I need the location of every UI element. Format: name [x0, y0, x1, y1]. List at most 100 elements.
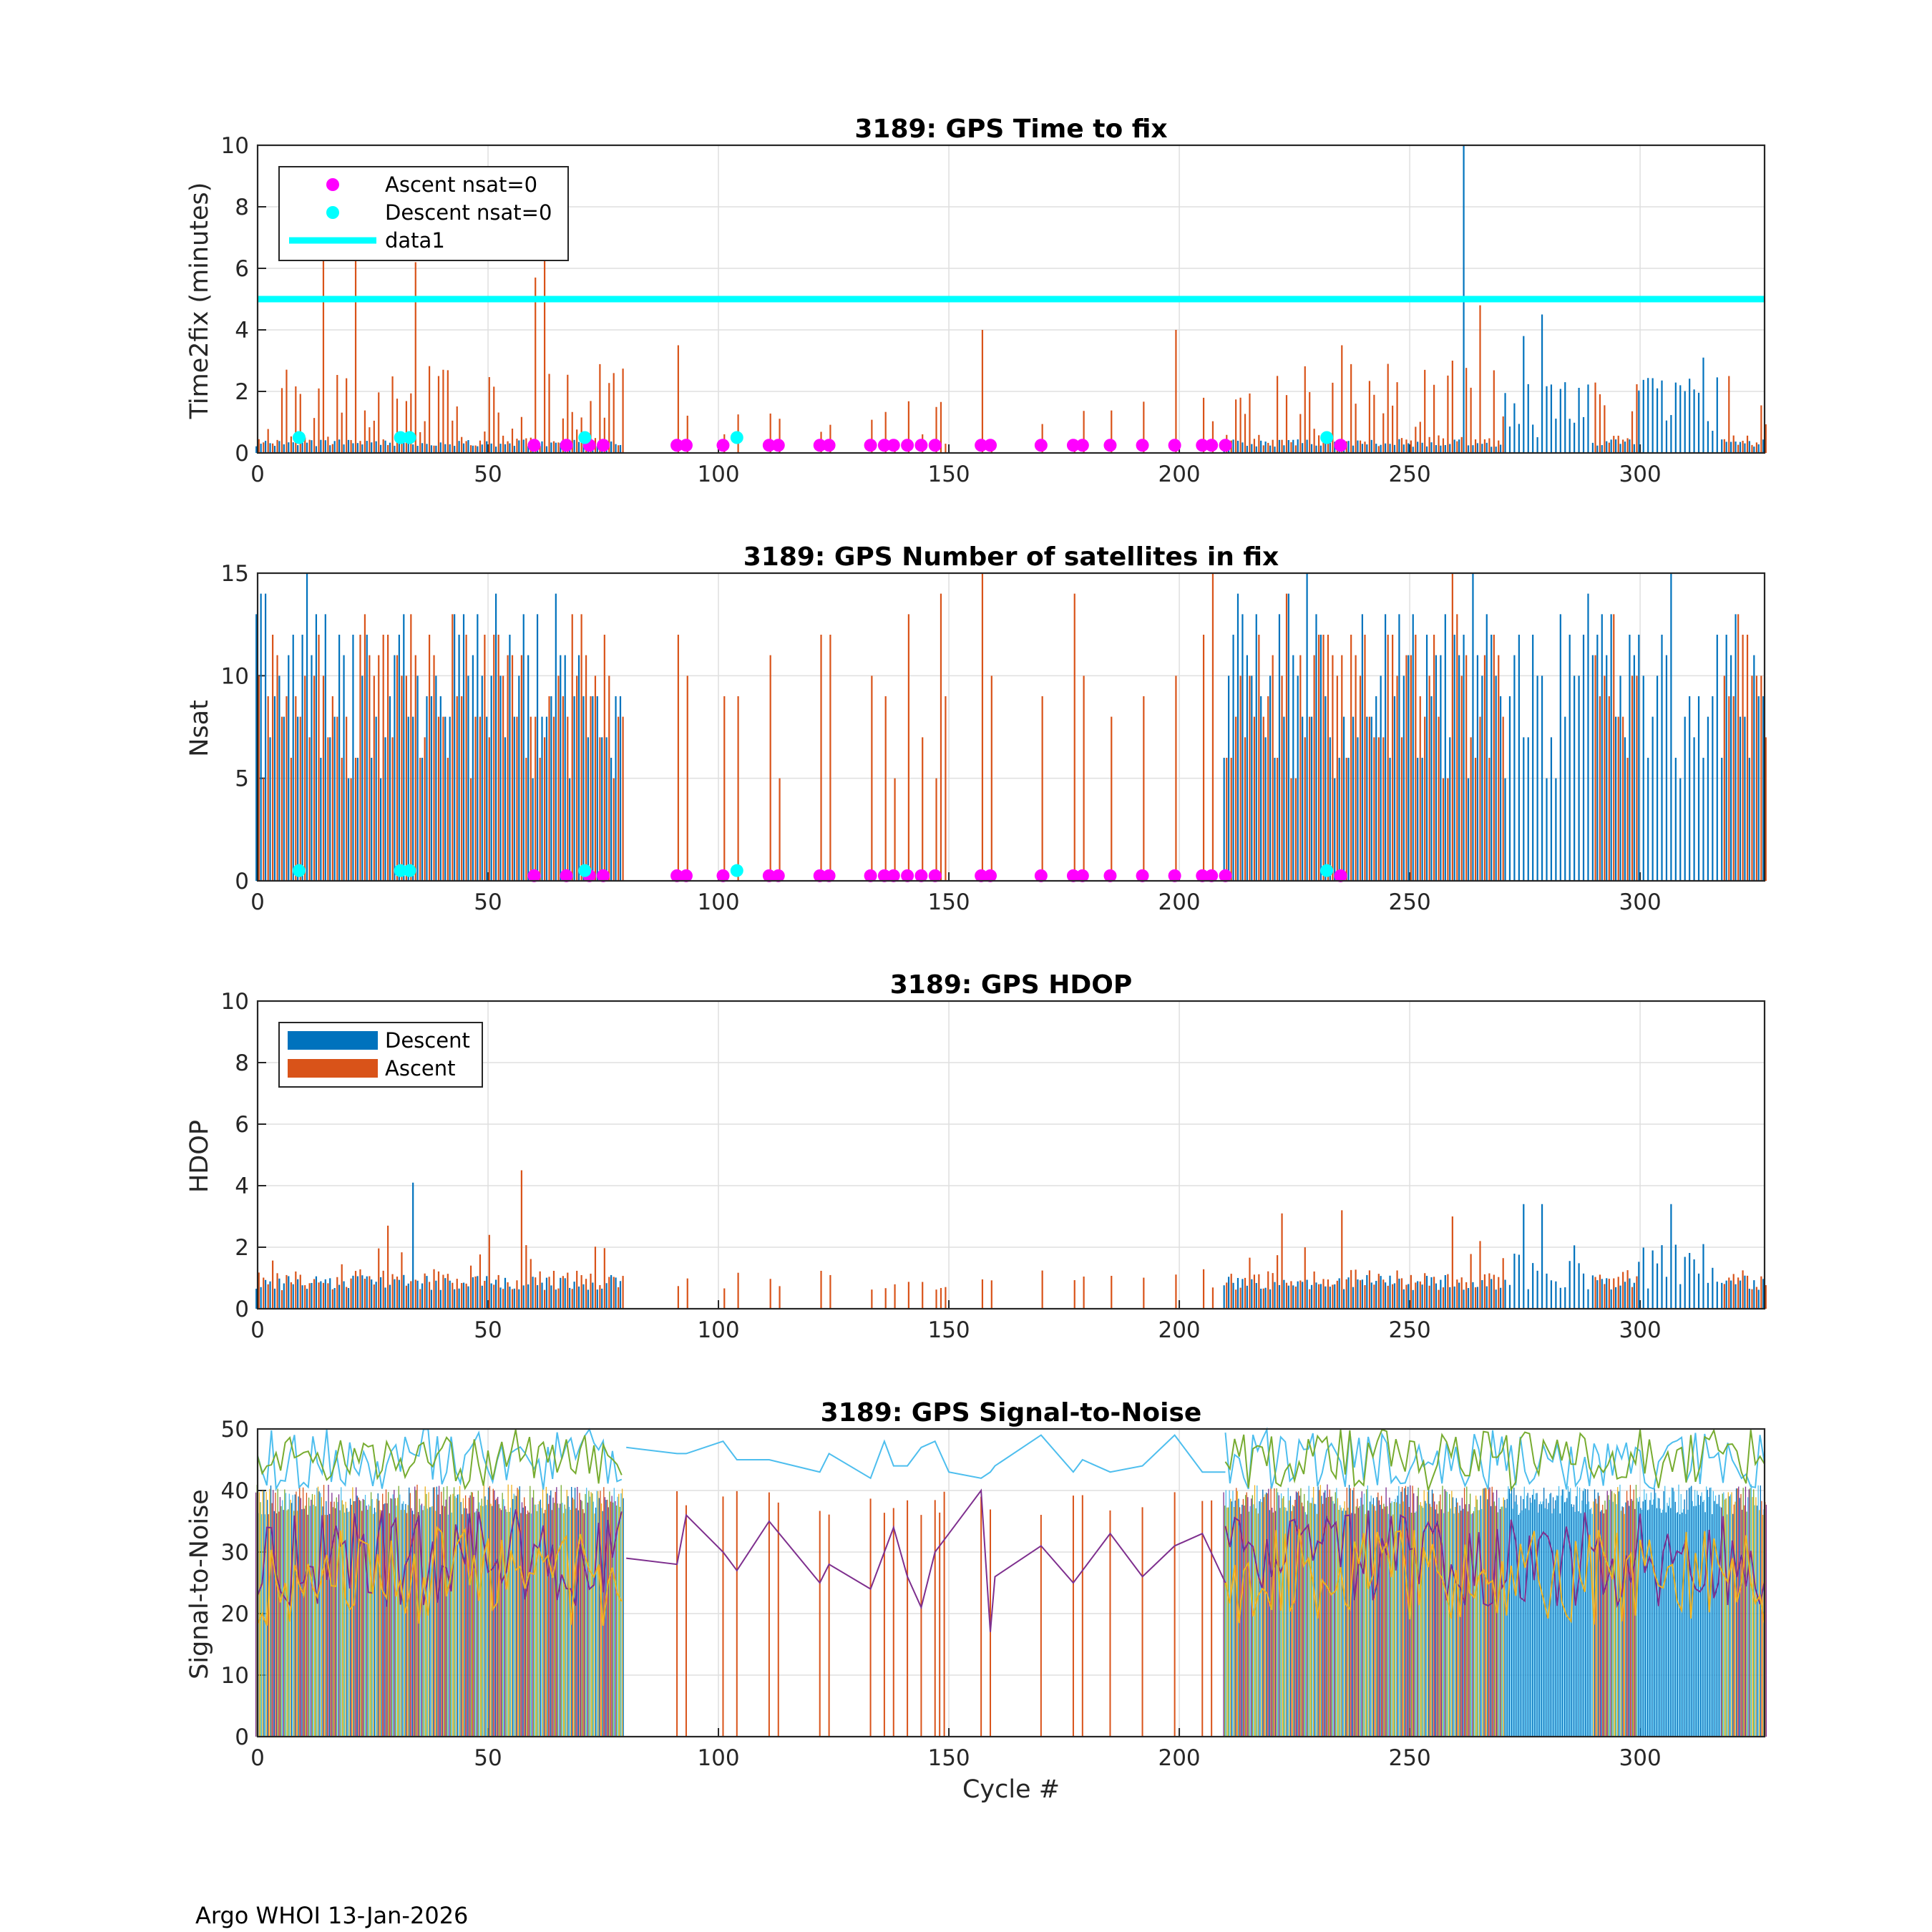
legend-label-1: Descent nsat=0	[385, 200, 552, 225]
ascent-nsat0-marker	[597, 439, 610, 452]
ascent-nsat0-marker	[1219, 869, 1232, 882]
nsat-title: 3189: GPS Number of satellites in fix	[743, 542, 1279, 572]
descent-nsat0-marker	[730, 864, 743, 877]
ascent-nsat0-marker	[877, 869, 891, 882]
ascent-nsat0-marker	[901, 439, 914, 452]
descent-nsat0-marker	[1320, 431, 1334, 444]
hdop-title: 3189: GPS HDOP	[890, 970, 1133, 1000]
ascent-nsat0-marker	[887, 869, 900, 882]
ascent-nsat0-marker	[762, 439, 776, 452]
snr-line-max-sparse	[626, 1434, 1226, 1480]
ascent-nsat0-marker	[1205, 439, 1219, 452]
legend-label-1: Ascent	[385, 1056, 455, 1080]
xtick-label-300: 300	[1619, 1745, 1662, 1771]
ascent-nsat0-marker	[1136, 439, 1149, 452]
ascent-nsat0-marker	[1066, 439, 1080, 452]
ascent-nsat0-marker	[1034, 869, 1048, 882]
descent-nsat0-marker	[730, 431, 743, 444]
ascent-nsat0-marker	[716, 869, 730, 882]
ascent-nsat0-marker	[771, 439, 785, 452]
ascent-nsat0-marker	[1103, 869, 1117, 882]
legend-patch-1	[288, 1059, 378, 1078]
time-to-fix-panel: 3189: GPS Time to fix Time2fix (minutes)…	[185, 114, 1767, 487]
ascent-nsat0-marker	[1196, 869, 1209, 882]
snr-line-max-1	[1224, 1427, 1765, 1491]
descent-nsat0-marker	[1320, 864, 1334, 877]
ascent-nsat0-marker	[928, 869, 942, 882]
ascent-nsat0-marker	[1075, 869, 1089, 882]
ytick-label-0: 0	[235, 441, 249, 467]
ytick-label-6: 6	[235, 1112, 249, 1138]
descent-nsat0-marker	[292, 431, 306, 444]
ytick-label-10: 10	[221, 989, 249, 1015]
snr-line-max-0	[257, 1428, 623, 1492]
snr-xlabel: Cycle #	[962, 1775, 1060, 1804]
hdop-legend: Descent Ascent	[278, 1022, 483, 1088]
xtick-label-50: 50	[474, 889, 502, 915]
ascent-nsat0-marker	[1168, 439, 1181, 452]
ascent-nsat0-marker	[527, 869, 541, 882]
hdop-ylabel: HDOP	[185, 1120, 214, 1193]
snr-line-high-1	[1224, 1428, 1765, 1492]
ytick-label-30: 30	[221, 1540, 249, 1566]
ascent-nsat0-marker	[864, 869, 877, 882]
ytick-label-10: 10	[221, 133, 249, 159]
xtick-label-0: 0	[250, 889, 265, 915]
hdop-panel: 3189: GPS HDOP HDOP 0 50 100 150 200 250 300 0 2…	[185, 970, 1767, 1343]
ytick-label-0: 0	[235, 869, 249, 894]
xtick-label-150: 150	[927, 1745, 970, 1771]
snr-line-mean-sparse	[626, 1488, 1226, 1632]
descent-nsat0-marker	[394, 864, 407, 877]
ytick-label-8: 8	[235, 1050, 249, 1076]
descent-nsat0-marker	[292, 864, 306, 877]
axes-snr: 0 50 100 150 200 250 300 0 10 20 30 40 50	[221, 1417, 1662, 1771]
ascent-nsat0-marker	[1066, 869, 1080, 882]
ascent-nsat0-marker	[1075, 439, 1089, 452]
xtick-label-300: 300	[1619, 889, 1662, 915]
ascent-nsat0-marker	[670, 439, 684, 452]
xtick-label-150: 150	[927, 462, 970, 487]
descent-nsat0-marker	[403, 431, 416, 444]
xtick-label-250: 250	[1389, 462, 1431, 487]
ascent-nsat0-marker	[771, 869, 785, 882]
snr-panel: 3189: GPS Signal-to-Noise Signal-to-Nois…	[185, 1398, 1767, 1804]
ascent-nsat0-marker	[984, 869, 997, 882]
xtick-label-0: 0	[250, 1745, 265, 1771]
ascent-nsat0-marker	[822, 439, 836, 452]
ascent-nsat0-marker	[914, 869, 928, 882]
xtick-label-200: 200	[1158, 1745, 1200, 1771]
ytick-label-4: 4	[235, 1174, 249, 1199]
xtick-label-300: 300	[1619, 462, 1662, 487]
axes-nsat: 0 50 100 150 200 250 300 0 5 10 15	[221, 561, 1662, 915]
ytick-label-15: 15	[221, 561, 249, 587]
ascent-nsat0-marker	[670, 869, 684, 882]
ascent-nsat0-marker	[822, 869, 836, 882]
ytick-label-10: 10	[221, 663, 249, 689]
axes-border-hdop	[256, 1000, 1766, 1310]
xtick-label-50: 50	[474, 1317, 502, 1343]
xtick-label-150: 150	[927, 1317, 970, 1343]
ascent-nsat0-marker	[864, 439, 877, 452]
snr-line-mean-1	[1224, 1510, 1765, 1609]
time-to-fix-title: 3189: GPS Time to fix	[854, 114, 1167, 144]
ascent-nsat0-marker	[901, 869, 914, 882]
ascent-nsat0-marker	[716, 439, 730, 452]
ascent-nsat0-marker	[928, 439, 942, 452]
xtick-label-300: 300	[1619, 1317, 1662, 1343]
descent-nsat0-marker	[578, 431, 592, 444]
footer-text: Argo WHOI 13-Jan-2026	[195, 1902, 468, 1929]
ascent-nsat0-marker	[975, 869, 988, 882]
xtick-label-50: 50	[474, 1745, 502, 1771]
legend-label-0: Ascent nsat=0	[385, 172, 537, 197]
ytick-label-0: 0	[235, 1724, 249, 1750]
ascent-nsat0-marker	[1034, 439, 1048, 452]
ytick-label-40: 40	[221, 1478, 249, 1504]
ytick-label-8: 8	[235, 195, 249, 220]
ascent-nsat0-marker	[1196, 439, 1209, 452]
nsat-bars	[255, 573, 1767, 881]
ascent-nsat0-marker	[1334, 869, 1347, 882]
xtick-label-150: 150	[927, 889, 970, 915]
ascent-nsat0-marker	[560, 869, 573, 882]
ytick-label-2: 2	[235, 379, 249, 405]
xtick-label-200: 200	[1158, 1317, 1200, 1343]
